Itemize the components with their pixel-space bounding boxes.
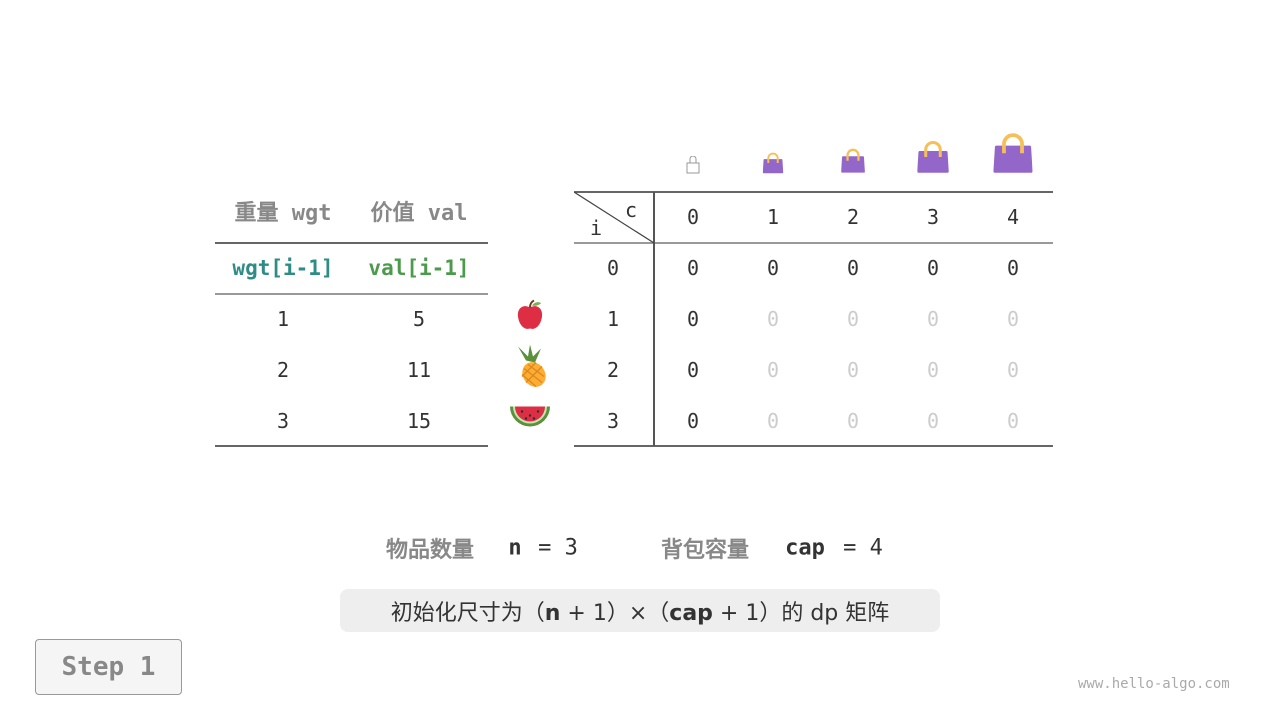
note-text: 初始化尺寸为（n + 1）×（cap + 1）的 dp 矩阵 — [391, 595, 890, 627]
corner-diagonal — [574, 192, 654, 244]
divider — [574, 242, 1053, 244]
bag-icon — [841, 148, 865, 178]
n-value: = 3 — [538, 535, 578, 561]
bag-icon — [685, 155, 701, 178]
dp-cell: 0 — [846, 409, 860, 433]
divider — [215, 242, 488, 244]
cap-value: = 4 — [843, 535, 883, 561]
note-cap: cap — [669, 600, 713, 626]
dp-cell: 0 — [846, 307, 860, 331]
capacity-header: 0 — [686, 205, 700, 229]
capacity-header: 4 — [1006, 205, 1020, 229]
watermelon-icon — [508, 403, 552, 438]
note-n: n — [544, 600, 561, 626]
note-part: 初始化尺寸为（ — [390, 600, 545, 626]
apple-icon — [515, 299, 545, 337]
corner-i: i — [589, 216, 603, 240]
cap-var: cap — [785, 535, 825, 561]
item-index: 0 — [606, 256, 620, 280]
dp-cell: 0 — [766, 409, 780, 433]
dp-cell: 0 — [1006, 256, 1020, 280]
left-cell: 11 — [406, 358, 432, 382]
watermark: www.hello-algo.com — [1078, 676, 1230, 692]
divider — [215, 293, 488, 295]
bag-icon — [993, 132, 1033, 178]
dp-cell: 0 — [926, 307, 940, 331]
dp-cell: 0 — [1006, 307, 1020, 331]
left-cell: 5 — [412, 307, 426, 331]
n-label: 物品数量 — [385, 538, 475, 563]
dp-cell: 0 — [1006, 358, 1020, 382]
bag-icon — [762, 152, 784, 178]
capacity-header: 2 — [846, 205, 860, 229]
cap-label: 背包容量 — [660, 538, 750, 563]
left-cell: 3 — [276, 409, 290, 433]
n-var: n — [508, 535, 522, 561]
step-button[interactable]: Step 1 — [35, 639, 182, 695]
divider — [574, 445, 1053, 447]
note-part: + 1）×（ — [560, 600, 670, 626]
left-subheader: val[i-1] — [368, 256, 470, 280]
dp-cell: 0 — [766, 307, 780, 331]
capacity-header: 3 — [926, 205, 940, 229]
capacity-header: 1 — [766, 205, 780, 229]
item-index: 1 — [606, 307, 620, 331]
left-cell: 15 — [406, 409, 432, 433]
dp-cell: 0 — [686, 256, 700, 280]
note-part: + 1）的 dp 矩阵 — [712, 600, 890, 626]
dp-cell: 0 — [926, 358, 940, 382]
left-header: 价值 val — [370, 201, 468, 226]
corner-c: c — [624, 198, 638, 222]
left-cell: 2 — [276, 358, 290, 382]
dp-cell: 0 — [846, 256, 860, 280]
item-index: 2 — [606, 358, 620, 382]
dp-cell: 0 — [926, 409, 940, 433]
dp-cell: 0 — [686, 307, 700, 331]
dp-cell: 0 — [766, 256, 780, 280]
dp-cell: 0 — [686, 358, 700, 382]
divider — [215, 445, 488, 447]
dp-cell: 0 — [686, 409, 700, 433]
divider — [653, 192, 655, 446]
dp-cell: 0 — [1006, 409, 1020, 433]
divider — [574, 191, 1053, 193]
note-box: 初始化尺寸为（n + 1）×（cap + 1）的 dp 矩阵 — [340, 589, 940, 632]
left-header: 重量 wgt — [234, 201, 332, 226]
dp-cell: 0 — [766, 358, 780, 382]
left-subheader: wgt[i-1] — [232, 256, 334, 280]
bag-icon — [917, 140, 949, 178]
left-cell: 1 — [276, 307, 290, 331]
pineapple-icon — [512, 344, 548, 394]
dp-cell: 0 — [926, 256, 940, 280]
dp-cell: 0 — [846, 358, 860, 382]
item-index: 3 — [606, 409, 620, 433]
